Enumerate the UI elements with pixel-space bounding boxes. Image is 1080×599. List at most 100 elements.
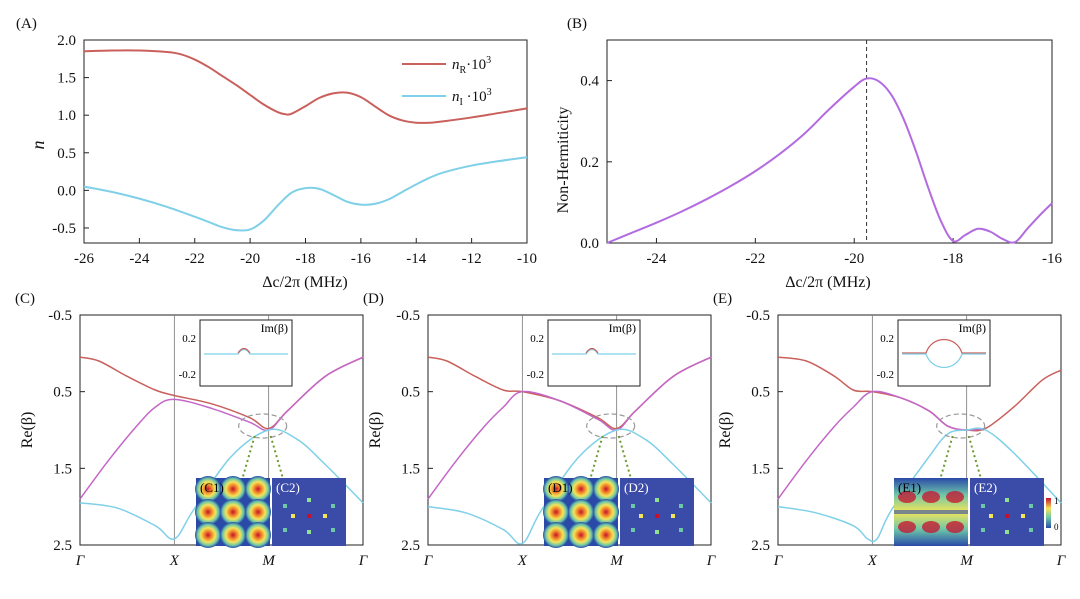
panel-e-fourier-image-2 (970, 478, 1044, 546)
panel-c-xtick-label: Γ (75, 553, 86, 569)
panel-d-xtick-label: X (517, 553, 528, 569)
panel-c-xtick-label: M (261, 553, 276, 569)
panel-b-ylabel: Non-Hermiticity (555, 107, 572, 214)
panel-label-b: (B) (567, 16, 587, 32)
panel-c-inset-ytick: 0.2 (182, 333, 196, 345)
panel-e-colorbar-tick: 1 (1054, 496, 1059, 506)
panel-c-inset-ytick: -0.2 (179, 369, 196, 381)
panel-d-degeneracy-marker (586, 413, 636, 439)
panel-a-xtick-label: -26 (74, 251, 94, 267)
panel-d: (D)-0.50.51.52.5Γ X M ΓRe(β)Im(β)0.2-0.2(D1… (363, 291, 717, 569)
panel-c-subpanel-label-2: (C2) (276, 480, 300, 495)
panel-b-ytick-label: 0.0 (580, 236, 599, 252)
panel-a-ytick-label: -0.5 (52, 221, 76, 237)
panel-b-xtick-label: -18 (943, 251, 963, 267)
panel-b-axes (606, 39, 1053, 244)
panel-e-inset-ytick: 0.2 (880, 333, 894, 345)
panel-e-subpanel-label-1: (E1) (898, 480, 921, 495)
panel-e-colorbar (1046, 498, 1051, 528)
panel-a-xtick-label: -16 (351, 251, 371, 267)
panel-c-im-inset (199, 319, 293, 387)
panel-c-inset-curve-bump (237, 347, 251, 354)
panel-e-xtick-label: M (959, 553, 974, 569)
panel-b-xlabel: Δc/2π (MHz) (785, 274, 870, 291)
panel-e-subpanel-label-2: (E2) (974, 480, 997, 495)
panel-c-subpanel-label-1: (C1) (200, 480, 224, 495)
panel-a-xtick-label: -12 (462, 251, 482, 267)
panel-b-ytick-label: 0.4 (580, 74, 599, 90)
panel-d-band-1 (427, 356, 712, 500)
panel-a-xtick-label: -10 (517, 251, 537, 267)
panel-d-xtick-label: Γ (706, 553, 717, 569)
panel-b: (B) 0.0 0.2 0.4 -24 -22 -20 -18 -16 Δc/2π (MHz)… (555, 16, 1062, 291)
panel-d-inset-curve (552, 348, 636, 355)
panel-c-inset-curve (204, 348, 288, 355)
panel-d-subpanel-label-2: (D2) (624, 480, 649, 495)
panel-b-xtick-label: -16 (1042, 251, 1062, 267)
panel-d-ytick-label: 0.5 (401, 385, 420, 401)
panel-a-xtick-label: -20 (240, 251, 260, 267)
panel-c-fourier-image-2 (272, 478, 346, 546)
panel-d-ytick-label: -0.5 (396, 308, 420, 324)
panel-e-band-1 (777, 390, 986, 500)
panel-e-degeneracy-marker (936, 413, 986, 439)
panel-e-colorbar-tick: 0 (1054, 522, 1059, 532)
panel-d-inset-ytick: 0.2 (530, 333, 544, 345)
panel-c-xtick-label: Γ (358, 553, 369, 569)
panel-b-xtick-label: -20 (844, 251, 864, 267)
panel-a-ytick-label: 1.5 (57, 71, 76, 87)
panel-c-degeneracy-marker (238, 413, 288, 439)
panel-e-ytick-label: 0.5 (751, 385, 770, 401)
panel-b-xtick-label: -24 (646, 251, 666, 267)
panel-c-ytick-label: 0.5 (53, 385, 72, 401)
panel-e-ytick-label: 1.5 (751, 461, 770, 477)
panel-c-ytick-label: -0.5 (48, 308, 72, 324)
panel-d-xtick-label: Γ (423, 553, 434, 569)
panel-a-xlabel: Δc/2π (MHz) (262, 274, 347, 291)
panel-d-im-inset (547, 319, 641, 387)
panel-e-xtick-label: Γ (1056, 553, 1067, 569)
panel-d-inset-curve-bump (585, 347, 599, 354)
panel-a-xtick-label: -22 (185, 251, 205, 267)
panel-label-a: (A) (16, 16, 37, 32)
panel-a-ytick-label: 1.0 (57, 108, 76, 124)
panel-c: (C)-0.50.51.52.5Γ X M ΓRe(β)Im(β)0.2-0.2(C1… (15, 291, 369, 569)
panel-e-field-image-1 (894, 478, 968, 546)
panel-e-inset-curve-upper (902, 338, 986, 354)
panel-e-inset-ytick: -0.2 (877, 369, 894, 381)
panel-d-ylabel: Re(β) (367, 412, 384, 449)
panel-d-inset-ytick: -0.2 (527, 369, 544, 381)
panel-c-xtick-label: X (169, 553, 180, 569)
panel-a-xtick-label: -24 (129, 251, 149, 267)
panel-e-xtick-label: Γ (773, 553, 784, 569)
panel-a-series-0-line (83, 49, 528, 124)
panel-c-ylabel: Re(β) (19, 412, 36, 449)
panel-a-xtick-label: -14 (406, 251, 426, 267)
panel-c-ytick-label: 2.5 (53, 538, 72, 554)
legend: nR·103 nI ·103 (402, 55, 492, 108)
panel-e-ytick-label: 2.5 (751, 538, 770, 554)
panel-a-ylabel: n (28, 141, 48, 150)
panel-a-ytick-label: 0.5 (57, 146, 76, 162)
panel-e-inset-curve-lower (902, 353, 986, 369)
panel-c-band-1 (79, 356, 364, 500)
panel-b-xtick-label: -22 (745, 251, 765, 267)
panel-e-xtick-label: X (867, 553, 878, 569)
panel-d-ytick-label: 1.5 (401, 461, 420, 477)
panel-label-d: (D) (363, 291, 384, 307)
panel-label-e: (E) (713, 291, 732, 307)
panel-b-ytick-label: 0.2 (580, 155, 599, 171)
panel-a-ytick-label: 2.0 (57, 33, 76, 49)
panel-a-xtick-label: -18 (296, 251, 316, 267)
panel-d-subpanel-label-1: (D1) (548, 480, 573, 495)
panel-c-ytick-label: 1.5 (53, 461, 72, 477)
panel-label-c: (C) (15, 291, 35, 307)
panel-d-inset-title: Im(β) (609, 321, 636, 335)
panel-e-inset-title: Im(β) (959, 321, 986, 335)
panel-d-xtick-label: M (609, 553, 624, 569)
panel-c-inset-title: Im(β) (261, 321, 288, 335)
panel-b-series-line (606, 77, 1053, 244)
panel-d-fourier-image-2 (620, 478, 694, 546)
panel-a: (A) -0.5 0.0 0.5 1.0 1.5 2.0 -26 -24 -22 -20 -18 -1… (16, 16, 537, 291)
